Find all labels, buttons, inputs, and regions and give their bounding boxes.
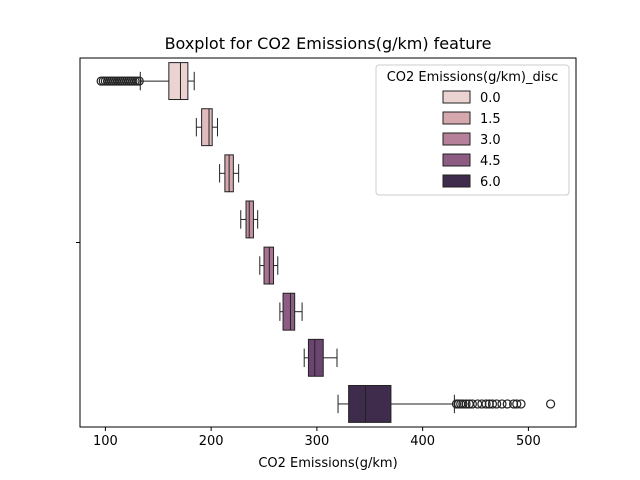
box-2 (219, 154, 240, 193)
legend-label-3: 4.5 (480, 154, 501, 169)
outlier-7-12 (492, 399, 502, 409)
legend-label-2: 3.0 (480, 133, 501, 148)
box-5 (279, 292, 303, 331)
outlier-7-18 (546, 399, 556, 409)
box-body-1 (201, 108, 213, 147)
legend-swatch-3 (442, 153, 471, 167)
box-body-5 (282, 292, 296, 331)
box-body-0 (168, 62, 189, 101)
box-body-6 (307, 338, 324, 377)
outlier-7-3 (458, 399, 468, 409)
legend-label-4: 6.0 (480, 175, 501, 190)
outlier-7-4 (461, 399, 471, 409)
legend: CO2 Emissions(g/km)_disc 0.0 1.5 3.0 4.5 6.0 (375, 64, 570, 196)
box-4 (259, 246, 279, 285)
outlier-7-16 (512, 399, 522, 409)
outlier-7-9 (481, 399, 491, 409)
box-3 (240, 200, 259, 239)
outlier-7-14 (502, 399, 512, 409)
outlier-0-18 (134, 76, 144, 86)
box-6 (303, 338, 338, 377)
x-tick-label-500: 500 (516, 434, 541, 449)
legend-swatch-1 (442, 111, 471, 125)
plot-area: 100 200 300 400 500 (76, 57, 577, 449)
legend-swatch-2 (442, 132, 471, 146)
legend-swatch-4 (442, 174, 471, 188)
box-1 (195, 108, 218, 147)
box-body-7 (348, 384, 392, 423)
x-tick-label-400: 400 (410, 434, 435, 449)
box-body-3 (245, 200, 254, 239)
x-axis-label: CO2 Emissions(g/km) (258, 456, 397, 471)
outlier-7-17 (516, 399, 526, 409)
legend-label-0: 0.0 (480, 91, 501, 106)
legend-box (375, 64, 570, 196)
box-body-4 (263, 246, 275, 285)
box-7 (337, 384, 556, 423)
box-0 (96, 62, 195, 101)
x-tick-label-300: 300 (304, 434, 329, 449)
x-tick-label-200: 200 (199, 434, 224, 449)
x-tick-label-100: 100 (93, 434, 118, 449)
outlier-7-13 (497, 399, 507, 409)
legend-swatch-0 (442, 90, 471, 104)
chart-title: Boxplot for CO2 Emissions(g/km) feature (165, 34, 492, 53)
legend-label-1: 1.5 (480, 112, 501, 127)
outlier-7-6 (467, 399, 477, 409)
legend-title: CO2 Emissions(g/km)_disc (387, 70, 559, 85)
outlier-7-11 (487, 399, 498, 409)
